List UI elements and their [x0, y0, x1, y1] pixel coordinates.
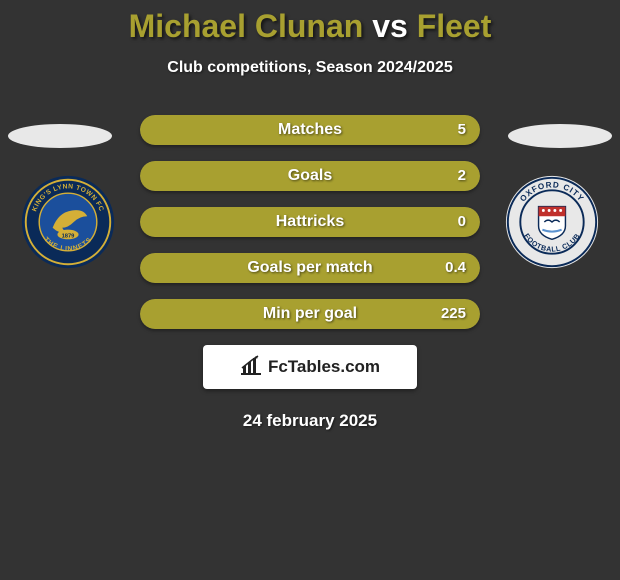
player1-name: Michael Clunan: [129, 8, 364, 44]
crest-left-year: 1879: [62, 233, 75, 239]
vs-label: vs: [372, 8, 408, 44]
page-title: Michael Clunan vs Fleet: [0, 0, 620, 45]
stat-row-gpm: Goals per match 0.4: [140, 253, 480, 283]
player2-name: Fleet: [417, 8, 492, 44]
stat-row-matches: Matches 5: [140, 115, 480, 145]
player2-photo-placeholder: [508, 124, 612, 148]
stat-right-value: 225: [441, 299, 466, 329]
date-label: 24 february 2025: [0, 411, 620, 431]
chart-icon: [240, 355, 262, 380]
stat-row-goals: Goals 2: [140, 161, 480, 191]
player1-photo-placeholder: [8, 124, 112, 148]
club-crest-right: OXFORD CITY FOOTBALL CLUB: [504, 174, 600, 270]
stat-label: Min per goal: [140, 299, 480, 329]
brand-box[interactable]: FcTables.com: [203, 345, 417, 389]
stat-label: Goals: [140, 161, 480, 191]
stat-row-mpg: Min per goal 225: [140, 299, 480, 329]
subtitle: Club competitions, Season 2024/2025: [0, 59, 620, 77]
stat-right-value: 5: [458, 115, 466, 145]
stat-label: Matches: [140, 115, 480, 145]
stat-row-hattricks: Hattricks 0: [140, 207, 480, 237]
stat-label: Hattricks: [140, 207, 480, 237]
stat-right-value: 0: [458, 207, 466, 237]
stat-label: Goals per match: [140, 253, 480, 283]
club-crest-left: KING'S LYNN TOWN FC THE LINNETS 1879: [20, 174, 116, 270]
stat-right-value: 0.4: [445, 253, 466, 283]
brand-text: FcTables.com: [268, 357, 380, 377]
stat-right-value: 2: [458, 161, 466, 191]
